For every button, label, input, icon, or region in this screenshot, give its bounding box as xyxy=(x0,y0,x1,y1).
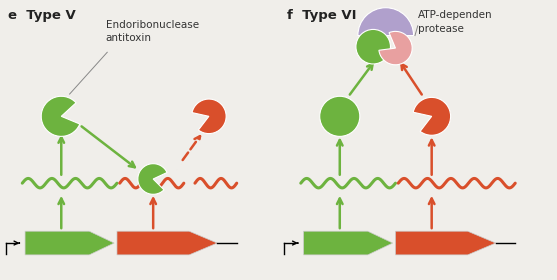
Text: ATP-dependen
protease: ATP-dependen protease xyxy=(418,10,492,34)
Polygon shape xyxy=(25,231,114,255)
Wedge shape xyxy=(413,97,451,135)
Wedge shape xyxy=(192,99,226,134)
Polygon shape xyxy=(117,231,217,255)
Polygon shape xyxy=(304,231,393,255)
Polygon shape xyxy=(395,231,496,255)
Text: f  Type VI: f Type VI xyxy=(287,9,356,22)
Circle shape xyxy=(356,29,390,64)
Wedge shape xyxy=(379,31,412,65)
Wedge shape xyxy=(358,8,413,36)
Wedge shape xyxy=(41,96,80,136)
Circle shape xyxy=(320,96,360,136)
Text: Endoribonuclease
antitoxin: Endoribonuclease antitoxin xyxy=(106,20,199,43)
Text: e  Type V: e Type V xyxy=(8,9,76,22)
Wedge shape xyxy=(138,164,167,194)
